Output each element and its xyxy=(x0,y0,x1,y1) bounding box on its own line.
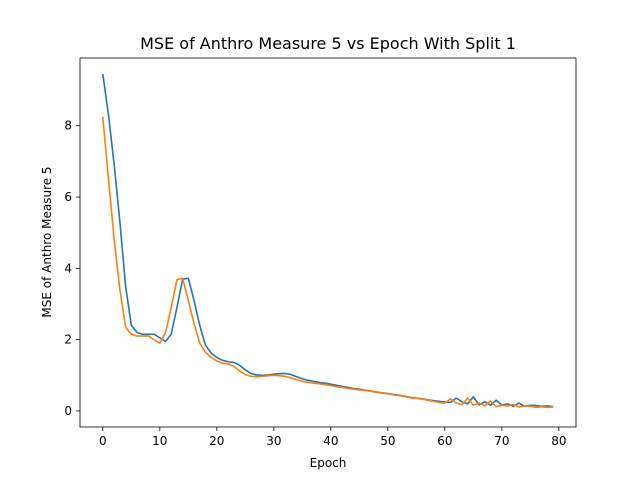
y-tick-label: 8 xyxy=(64,119,72,133)
x-axis-label: Epoch xyxy=(310,456,347,470)
y-tick-label: 0 xyxy=(64,404,72,418)
y-axis-label: MSE of Anthro Measure 5 xyxy=(40,166,54,317)
x-tick-label: 20 xyxy=(209,434,224,448)
x-tick-label: 80 xyxy=(551,434,566,448)
y-axis: 0 2 4 6 8 xyxy=(64,119,80,418)
x-tick-label: 70 xyxy=(494,434,509,448)
series-line-2 xyxy=(102,116,554,409)
y-tick-label: 6 xyxy=(64,190,72,204)
y-tick-label: 2 xyxy=(64,333,72,347)
x-tick-label: 40 xyxy=(323,434,338,448)
plot-area-frame xyxy=(79,57,577,428)
x-tick-label: 60 xyxy=(437,434,452,448)
x-tick-label: 0 xyxy=(99,434,107,448)
plot-lines xyxy=(102,73,554,409)
x-tick-label: 10 xyxy=(152,434,167,448)
x-axis: 0 10 20 30 40 50 60 70 80 xyxy=(99,427,567,448)
x-tick-label: 30 xyxy=(266,434,281,448)
y-tick-label: 4 xyxy=(64,261,72,275)
chart-title: MSE of Anthro Measure 5 vs Epoch With Sp… xyxy=(140,34,516,53)
x-tick-label: 50 xyxy=(380,434,395,448)
